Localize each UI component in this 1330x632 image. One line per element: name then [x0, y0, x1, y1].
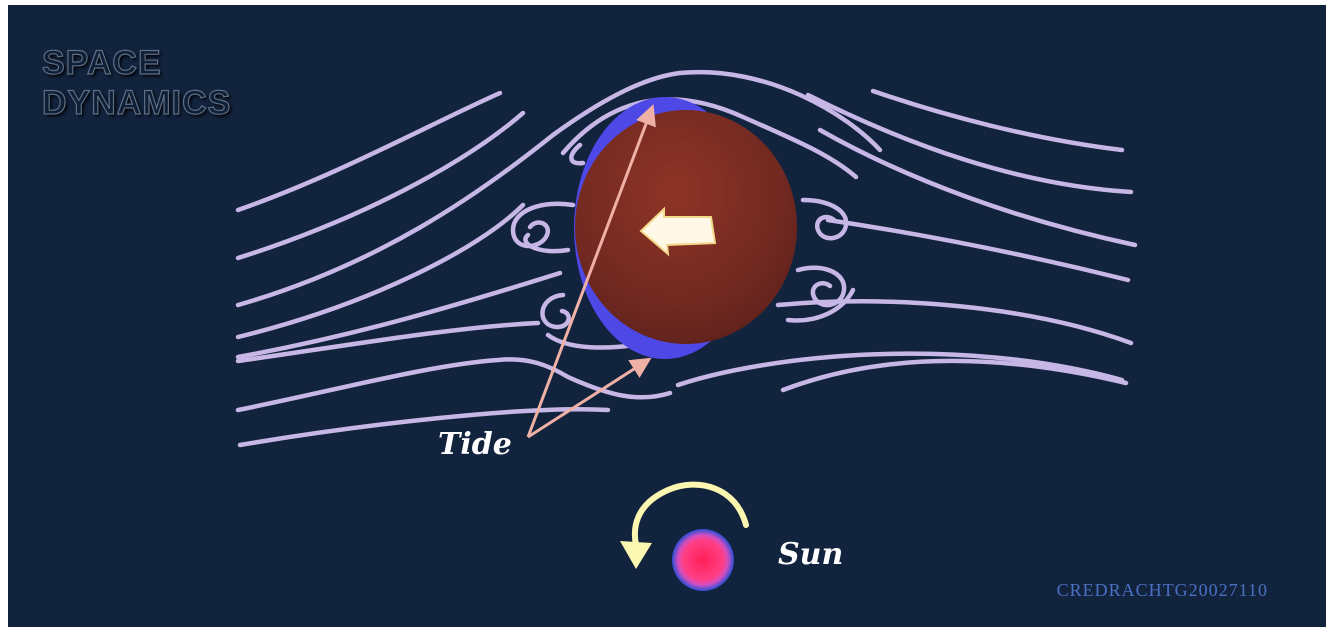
flow-line [235, 202, 526, 340]
diagram-title: SPACE DYNAMICS [41, 43, 232, 123]
eddy [510, 201, 576, 249]
pointer-arrow-top [526, 104, 656, 438]
credit-text: CREDRACHTG20027110 [1056, 580, 1268, 600]
flow-line [560, 97, 859, 180]
left-arrow-icon [639, 206, 717, 257]
flow-line [235, 110, 526, 261]
flow-line [675, 351, 1125, 388]
flow-line [870, 88, 1125, 153]
flow-line [237, 406, 611, 448]
tide-pointers [526, 104, 656, 439]
pointer-arrow-bottom [527, 357, 652, 439]
flow-line [780, 358, 1129, 393]
flow-line [805, 92, 1134, 195]
flow-line [775, 299, 1134, 346]
eddy [800, 197, 849, 241]
eddy [540, 292, 571, 330]
title-line-1: SPACE [41, 43, 162, 82]
flow-line [235, 90, 503, 213]
sun-label: Sun [778, 537, 844, 572]
counter-clockwise-arrow-icon [620, 481, 749, 569]
flow-line [825, 217, 1131, 283]
tide-label: Tide [438, 427, 512, 462]
sun [672, 529, 734, 591]
flow-line [235, 357, 673, 413]
eddy [785, 287, 856, 323]
title-line-2: DYNAMICS [41, 83, 232, 122]
tide-diagram [235, 69, 1138, 591]
flow-line [235, 270, 563, 360]
flow-line [235, 320, 541, 364]
eddy [795, 265, 847, 308]
flow-line [235, 69, 883, 308]
eddy [569, 142, 586, 166]
eddy [523, 232, 571, 254]
diagram-panel: SPACE DYNAMICS [8, 5, 1326, 627]
flow-line [817, 127, 1138, 248]
